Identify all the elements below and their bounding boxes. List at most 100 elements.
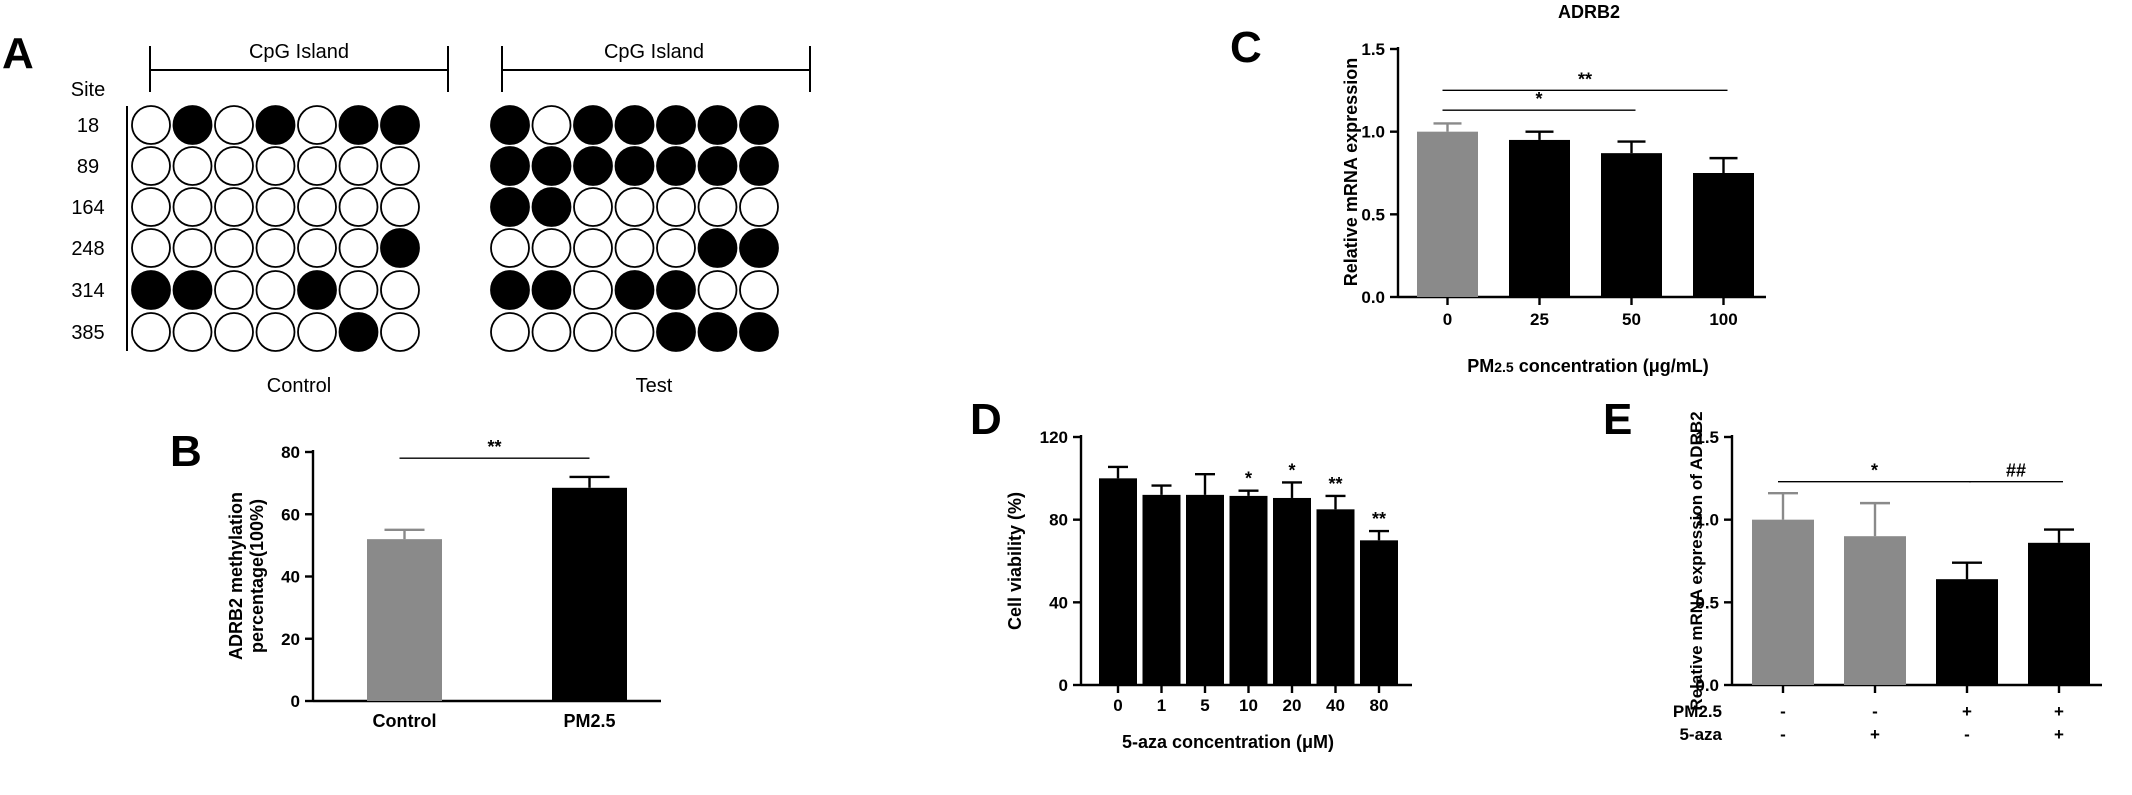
- site-header: Site: [71, 79, 105, 101]
- y-tick-label: 80: [281, 443, 300, 462]
- site-label: 314: [71, 280, 104, 302]
- y-tick-label: 40: [281, 568, 300, 587]
- y-tick-label: 80: [1049, 511, 1068, 530]
- unmethylated-cpg-site: [338, 228, 379, 268]
- y-axis-title: Relative mRNA expression of ADRB2: [1687, 411, 1706, 710]
- x-tick-label: 50: [1622, 310, 1641, 329]
- bar: [367, 539, 442, 701]
- unmethylated-cpg-site: [614, 187, 655, 227]
- y-tick-label: 1.5: [1361, 40, 1385, 59]
- treatment-sign: -: [1780, 725, 1786, 744]
- y-axis-title: Relative mRNA expression: [1341, 58, 1361, 286]
- x-tick-label: 1: [1157, 696, 1166, 715]
- y-tick-label: 1.0: [1361, 123, 1385, 142]
- y-axis-title-line: ADRB2 methylation: [226, 492, 246, 660]
- significance-label: **: [487, 437, 501, 457]
- unmethylated-cpg-site: [614, 228, 655, 268]
- significance-label: ##: [2006, 461, 2026, 481]
- x-tick-label: 25: [1530, 310, 1549, 329]
- methylated-cpg-site: [656, 105, 696, 145]
- y-tick-label: 0.0: [1695, 676, 1719, 695]
- bar: [552, 487, 627, 701]
- x-tick-label: PM2.5: [563, 711, 615, 731]
- y-tick-label: 0: [291, 692, 300, 711]
- treatment-name: 5-aza: [1679, 725, 1722, 744]
- panel-e-chart: 0.0 0.5 1.0 1.5 * ## Relative mRNA expression …: [1673, 411, 2102, 744]
- y-axis-title: Cell viability (%): [1005, 492, 1025, 630]
- methylated-cpg-site: [172, 270, 213, 310]
- unmethylated-cpg-site: [297, 146, 337, 186]
- x-tick-label: 20: [1283, 696, 1302, 715]
- chart-title: ADRB2: [1558, 2, 1620, 22]
- bar: [1509, 139, 1570, 297]
- methylated-cpg-site: [573, 146, 613, 186]
- bar: [1936, 579, 1998, 685]
- treatment-sign: -: [1780, 702, 1786, 721]
- unmethylated-cpg-site: [297, 105, 337, 145]
- significance-mark: *: [1245, 469, 1252, 489]
- methylated-cpg-site: [739, 312, 779, 352]
- site-label: 164: [71, 197, 104, 219]
- methylated-cpg-site: [739, 146, 779, 186]
- unmethylated-cpg-site: [255, 228, 296, 268]
- unmethylated-cpg-site: [131, 187, 171, 227]
- methylated-cpg-site: [656, 312, 696, 352]
- unmethylated-cpg-site: [131, 228, 171, 268]
- cpg-island-label: CpG Island: [249, 41, 349, 63]
- methylated-cpg-site: [697, 312, 738, 352]
- unmethylated-cpg-site: [531, 228, 572, 268]
- panel-label-c: C: [1230, 23, 1262, 72]
- unmethylated-cpg-site: [172, 228, 213, 268]
- methylated-cpg-site: [697, 146, 738, 186]
- significance-mark: **: [1372, 509, 1386, 529]
- x-tick-label: 80: [1370, 696, 1389, 715]
- y-tick-label: 0.5: [1695, 593, 1719, 612]
- unmethylated-cpg-site: [490, 312, 530, 352]
- x-axis-title-part: concentration (μg/mL): [1514, 356, 1709, 376]
- significance-label: **: [1578, 69, 1592, 89]
- x-tick-label: 0: [1113, 696, 1122, 715]
- unmethylated-cpg-site: [214, 312, 254, 352]
- site-label: 248: [71, 238, 104, 260]
- treatment-sign: -: [1872, 702, 1878, 721]
- x-axis-title-part: PM: [1467, 356, 1494, 376]
- panel-a-methylation-grid: Site 18 89 164 248 314 385 CpG Island Control CpG…: [71, 41, 811, 397]
- unmethylated-cpg-site: [656, 187, 696, 227]
- y-tick-label: 120: [1040, 428, 1068, 447]
- methylated-cpg-site: [697, 105, 738, 145]
- unmethylated-cpg-site: [131, 146, 171, 186]
- y-axis-title-line: percentage(100%): [247, 499, 267, 653]
- bar: [2028, 542, 2090, 685]
- treatment-name: PM2.5: [1673, 702, 1722, 721]
- unmethylated-cpg-site: [573, 228, 613, 268]
- x-tick-label: 5: [1200, 696, 1209, 715]
- unmethylated-cpg-site: [338, 187, 379, 227]
- panel-label-d: D: [970, 395, 1002, 444]
- x-tick-label: 100: [1709, 310, 1737, 329]
- methylated-cpg-site: [614, 105, 655, 145]
- unmethylated-cpg-site: [739, 187, 779, 227]
- unmethylated-cpg-site: [338, 270, 379, 310]
- x-tick-label: 0: [1443, 310, 1452, 329]
- unmethylated-cpg-site: [255, 146, 296, 186]
- x-tick-label: Control: [373, 711, 437, 731]
- bar: [1099, 478, 1137, 685]
- unmethylated-cpg-site: [214, 146, 254, 186]
- x-tick-label: 40: [1326, 696, 1345, 715]
- unmethylated-cpg-site: [380, 270, 420, 310]
- unmethylated-cpg-site: [214, 105, 254, 145]
- y-tick-label: 0: [1059, 676, 1068, 695]
- unmethylated-cpg-site: [697, 270, 738, 310]
- unmethylated-cpg-site: [214, 228, 254, 268]
- methylated-cpg-site: [531, 146, 572, 186]
- unmethylated-cpg-site: [573, 270, 613, 310]
- methylated-cpg-site: [255, 105, 296, 145]
- unmethylated-cpg-site: [131, 312, 171, 352]
- unmethylated-cpg-site: [697, 187, 738, 227]
- treatment-sign: +: [2054, 702, 2064, 721]
- panel-label-a: A: [2, 29, 34, 78]
- unmethylated-cpg-site: [255, 312, 296, 352]
- unmethylated-cpg-site: [739, 270, 779, 310]
